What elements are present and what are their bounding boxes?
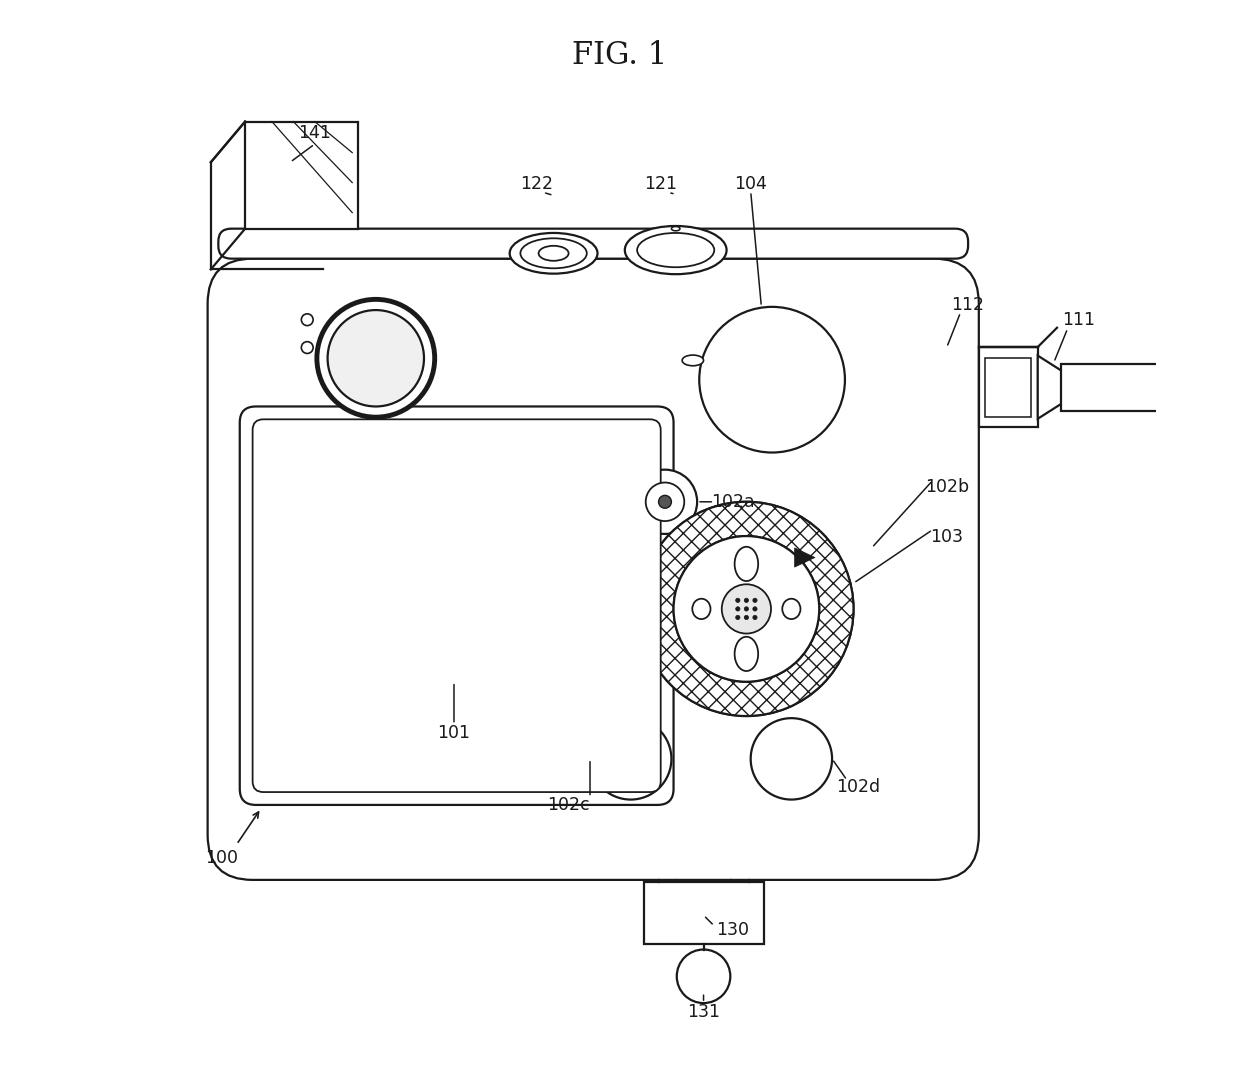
Ellipse shape	[692, 599, 711, 620]
Text: 111: 111	[1061, 310, 1095, 329]
Circle shape	[658, 496, 671, 508]
Ellipse shape	[734, 547, 758, 582]
Circle shape	[744, 598, 749, 602]
Bar	[978, 347, 1038, 427]
Circle shape	[744, 607, 749, 611]
Circle shape	[317, 299, 435, 417]
Text: 100: 100	[205, 850, 238, 868]
Circle shape	[646, 483, 684, 521]
Text: 112: 112	[951, 296, 985, 314]
Text: 101: 101	[438, 724, 470, 742]
Text: 103: 103	[930, 528, 963, 546]
Bar	[1174, 372, 1198, 403]
Polygon shape	[1038, 356, 1061, 419]
Circle shape	[753, 607, 758, 611]
Circle shape	[327, 310, 424, 407]
Circle shape	[590, 718, 671, 800]
Text: 104: 104	[734, 175, 768, 193]
Polygon shape	[795, 548, 815, 567]
Bar	[644, 882, 764, 944]
Circle shape	[753, 598, 758, 602]
Text: 102b: 102b	[925, 477, 968, 496]
Ellipse shape	[682, 355, 703, 366]
Text: 102c: 102c	[547, 796, 590, 814]
Circle shape	[722, 585, 771, 634]
Bar	[1061, 363, 1174, 411]
Text: 131: 131	[687, 1003, 720, 1021]
Circle shape	[735, 615, 740, 620]
Text: FIG. 1: FIG. 1	[573, 40, 667, 71]
Circle shape	[735, 598, 740, 602]
Ellipse shape	[538, 246, 569, 260]
Ellipse shape	[510, 233, 598, 273]
FancyBboxPatch shape	[207, 258, 978, 880]
FancyBboxPatch shape	[253, 419, 661, 792]
Circle shape	[744, 615, 749, 620]
Circle shape	[677, 949, 730, 1003]
Circle shape	[301, 342, 314, 354]
Circle shape	[640, 501, 853, 716]
Bar	[986, 358, 1032, 417]
Ellipse shape	[782, 599, 801, 620]
Text: 122: 122	[520, 175, 553, 193]
Circle shape	[753, 615, 758, 620]
Text: 102d: 102d	[836, 778, 880, 795]
FancyBboxPatch shape	[239, 407, 673, 805]
Ellipse shape	[734, 637, 758, 671]
Ellipse shape	[625, 226, 727, 275]
Circle shape	[750, 718, 832, 800]
Text: 130: 130	[715, 921, 749, 940]
Text: 141: 141	[299, 125, 331, 142]
Ellipse shape	[671, 227, 680, 231]
Text: 121: 121	[645, 175, 677, 193]
FancyBboxPatch shape	[218, 229, 968, 258]
Circle shape	[301, 314, 314, 326]
Circle shape	[699, 307, 844, 452]
Circle shape	[735, 607, 740, 611]
Circle shape	[673, 536, 820, 681]
Polygon shape	[246, 122, 357, 229]
Ellipse shape	[637, 233, 714, 267]
Text: 102a: 102a	[711, 493, 754, 511]
Circle shape	[632, 470, 697, 534]
Ellipse shape	[521, 239, 587, 268]
